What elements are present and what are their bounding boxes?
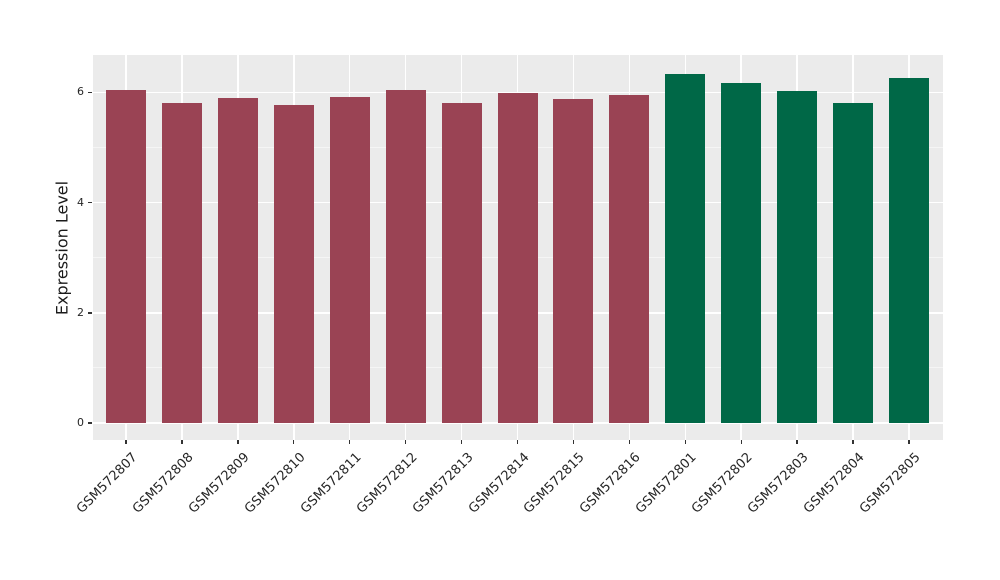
- x-tick-mark: [572, 440, 575, 444]
- bar-GSM572815: [553, 98, 594, 423]
- x-tick-mark: [125, 440, 127, 444]
- bar-GSM572809: [217, 97, 258, 423]
- y-tick-mark: [88, 201, 92, 204]
- bar-GSM572816: [609, 94, 650, 423]
- x-tick-mark: [796, 440, 798, 444]
- x-tick-mark: [404, 440, 407, 444]
- x-tick-mark: [908, 440, 910, 444]
- bar-GSM572801: [665, 74, 706, 423]
- x-tick-mark: [237, 440, 239, 444]
- bar-GSM572803: [777, 90, 818, 423]
- bar-GSM572812: [385, 90, 426, 423]
- x-tick-mark: [684, 440, 686, 444]
- bar-GSM572813: [441, 103, 482, 423]
- bar-GSM572810: [273, 104, 314, 423]
- x-tick-mark: [460, 440, 463, 444]
- bar-GSM572814: [497, 93, 538, 423]
- x-tick-mark: [181, 440, 183, 444]
- y-tick-mark: [88, 91, 92, 94]
- x-tick-mark: [516, 440, 519, 444]
- bar-GSM572808: [161, 103, 202, 423]
- y-tick-label: 4: [77, 195, 84, 209]
- y-tick-label: 0: [77, 416, 84, 429]
- bar-GSM572811: [329, 97, 370, 423]
- x-tick-mark: [852, 440, 854, 444]
- bar-GSM572802: [721, 83, 762, 423]
- x-tick-mark: [628, 440, 631, 444]
- y-tick-mark: [88, 312, 92, 314]
- bar-GSM572805: [889, 77, 930, 423]
- y-tick-mark: [88, 422, 92, 424]
- x-tick-mark: [293, 440, 295, 444]
- y-tick-label: 2: [77, 305, 84, 319]
- bar-GSM572807: [106, 90, 146, 423]
- x-tick-mark: [349, 440, 351, 444]
- x-tick-mark: [740, 440, 742, 444]
- plot-panel: [93, 55, 943, 440]
- y-tick-label: 6: [77, 85, 84, 99]
- bar-GSM572804: [833, 103, 874, 423]
